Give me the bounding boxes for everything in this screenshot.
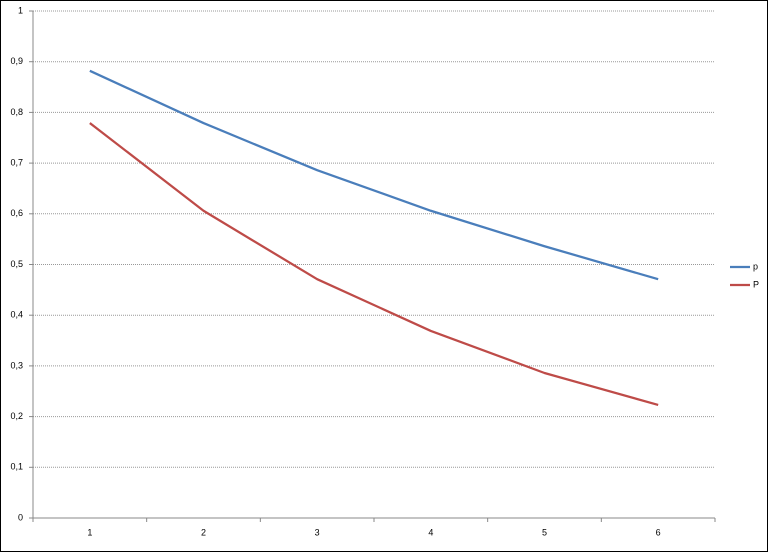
y-tick-label: 0,8: [10, 107, 23, 117]
x-tick-label: 5: [542, 527, 547, 537]
y-tick-label: 1: [18, 5, 23, 15]
x-tick-label: 2: [201, 527, 206, 537]
y-tick-label: 0,3: [10, 360, 23, 370]
y-tick-label: 0,4: [10, 310, 23, 320]
y-tick-label: 0,9: [10, 56, 23, 66]
x-tick-label: 1: [87, 527, 92, 537]
x-tick-label: 3: [315, 527, 320, 537]
series-line: [89, 69, 659, 281]
legend-label: p: [753, 261, 758, 271]
y-tick-label: 0,7: [10, 157, 23, 167]
y-tick-label: 0,5: [10, 259, 23, 269]
series-line: [89, 122, 659, 407]
y-tick-label: 0,2: [10, 411, 23, 421]
y-tick-label: 0,6: [10, 208, 23, 218]
x-tick-label: 6: [656, 527, 661, 537]
y-tick-label: 0: [18, 512, 23, 522]
y-tick-label: 0,1: [10, 462, 23, 472]
x-tick-label: 4: [428, 527, 433, 537]
legend-label: P: [753, 279, 759, 289]
